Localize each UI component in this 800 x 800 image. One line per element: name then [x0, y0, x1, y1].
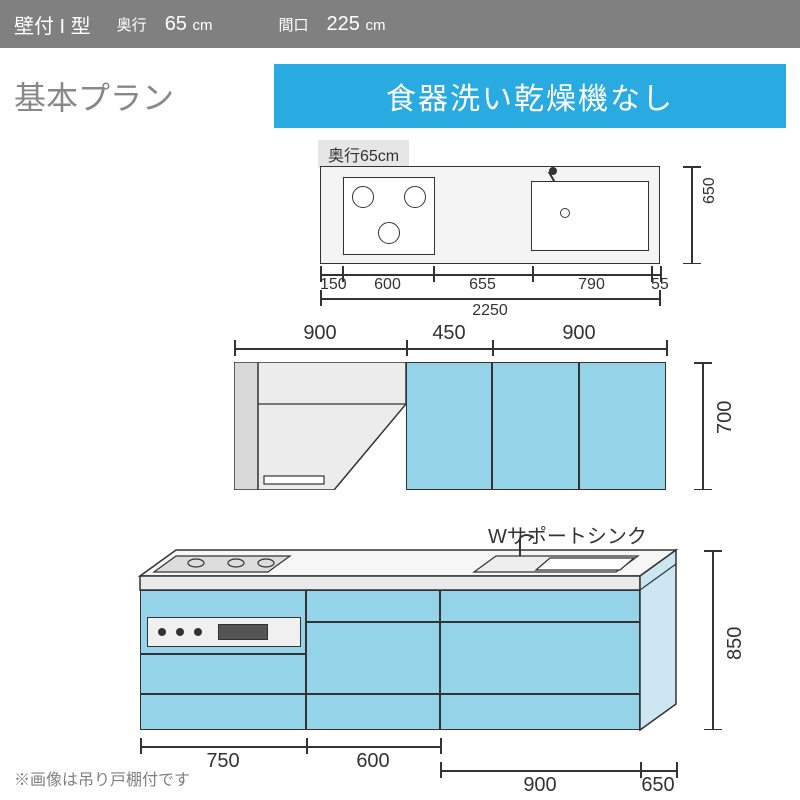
lower-height-dimension: 850 — [690, 550, 760, 730]
footer-note: ※画像は吊り戸棚付です — [14, 766, 190, 790]
lower-counter — [140, 550, 640, 730]
knob-icon — [158, 628, 166, 636]
knob-icon — [194, 628, 202, 636]
diagram-area: 奥行65cm 650 15060065579055 2250 900450900 — [0, 130, 800, 750]
upper-height-dimension: 700 — [680, 362, 750, 490]
wall-cabinet — [579, 362, 666, 490]
header-bar: 壁付 I 型 奥行 65 cm 間口 225 cm — [0, 0, 800, 48]
burner-icon — [352, 186, 374, 208]
wall-cabinet — [492, 362, 579, 490]
base-cabinet — [140, 590, 306, 730]
counter-top — [140, 550, 640, 590]
top-depth-dimension: 650 — [663, 166, 723, 264]
header-depth-label: 奥行 — [117, 14, 147, 35]
base-cabinet — [306, 590, 440, 730]
header-type: 壁付 I 型 — [14, 10, 91, 39]
grill-window-icon — [218, 624, 268, 640]
burner-icon — [378, 222, 400, 244]
upper-cabinets — [234, 362, 666, 490]
top-depth-label: 奥行65cm — [318, 140, 409, 168]
knob-icon — [176, 628, 184, 636]
dishwasher-badge: 食器洗い乾燥機なし — [274, 64, 786, 128]
top-sink — [531, 181, 649, 251]
range-hood — [234, 362, 406, 490]
header-depth-value: 65 cm — [165, 13, 213, 36]
wall-cabinet — [406, 362, 492, 490]
title-row: 基本プラン 食器洗い乾燥機なし — [0, 64, 800, 128]
drain-icon — [560, 208, 570, 218]
header-width-value: 225 cm — [327, 13, 386, 36]
burner-icon — [404, 186, 426, 208]
lower-dimension-row: 750600900650 — [140, 738, 676, 790]
top-view — [320, 166, 660, 264]
plan-title: 基本プラン — [14, 73, 274, 119]
upper-dimension-row: 900450900 — [234, 328, 666, 358]
cabinet-side-panel — [640, 550, 676, 730]
top-dimension-total: 2250 — [320, 292, 660, 318]
grill-panel — [147, 617, 301, 647]
base-cabinet — [440, 590, 640, 730]
top-cooktop — [343, 177, 435, 255]
sink-label: Wサポートシンク — [488, 520, 647, 549]
header-width-label: 間口 — [279, 14, 309, 35]
